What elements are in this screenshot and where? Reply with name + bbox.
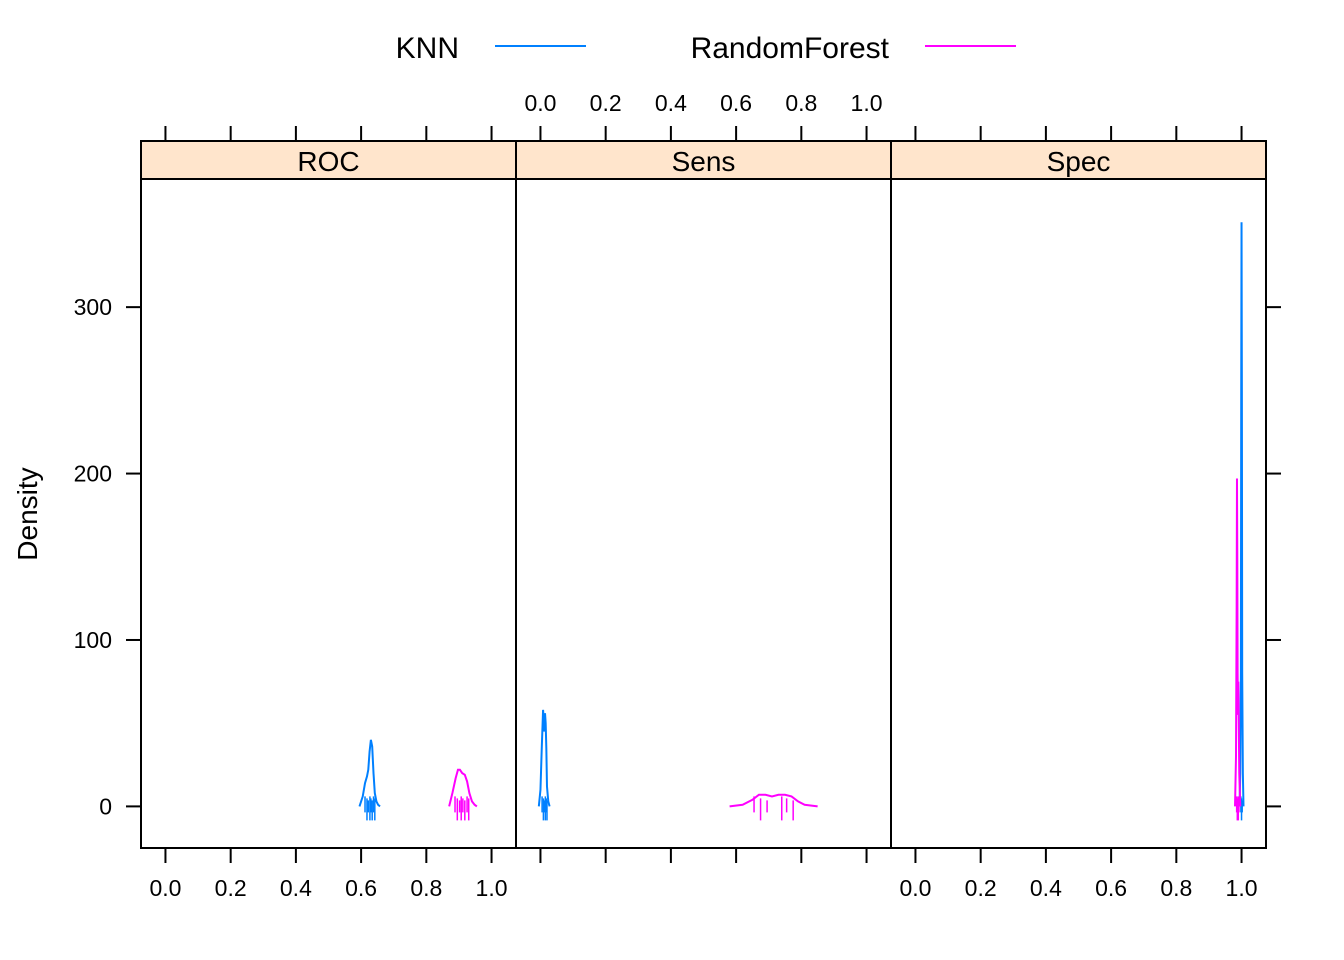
y-tick-label-0: 0 <box>99 793 112 819</box>
y-tick-label-1: 100 <box>74 627 112 653</box>
y-tick-label-3: 300 <box>74 294 112 320</box>
x-tick-label-top-1: 0.2 <box>590 90 622 116</box>
legend: KNN RandomForest <box>396 32 1016 65</box>
panel-box-sens <box>515 178 892 849</box>
strip-spec <box>890 140 1267 180</box>
density-line-sens-knn <box>537 709 551 807</box>
panel-box-spec <box>890 178 1267 849</box>
panel-sens: Sens 0.0 0.2 0.4 0.6 0.8 1.0 <box>515 90 892 863</box>
panel-spec: Spec 0.0 0.2 0.4 0.6 0.8 1.0 <box>890 126 1267 901</box>
density-line-roc-knn <box>358 739 381 808</box>
density-line-sens-randomforest <box>729 793 818 808</box>
strip-label-roc: ROC <box>297 146 359 177</box>
x-tick-label-spec-5: 1.0 <box>1226 875 1258 901</box>
x-tick-label-spec-0: 0.0 <box>899 875 931 901</box>
panel-box-roc <box>140 178 517 849</box>
strip-label-spec: Spec <box>1047 146 1111 177</box>
x-tick-label-roc-0: 0.0 <box>149 875 181 901</box>
strip-sens <box>515 140 892 180</box>
x-tick-label-top-2: 0.4 <box>655 90 687 116</box>
x-tick-label-top-3: 0.6 <box>720 90 752 116</box>
panels: ROC 0.0 0.2 0.4 0.6 0.8 1.0 Sens 0.0 0.2 0.4 0.6 0.8… <box>74 90 1281 901</box>
density-line-spec-randomforest <box>1234 478 1242 807</box>
legend-label-randomforest: RandomForest <box>691 32 890 65</box>
legend-label-knn: KNN <box>396 32 459 65</box>
x-tick-label-spec-1: 0.2 <box>965 875 997 901</box>
x-tick-label-spec-2: 0.4 <box>1030 875 1062 901</box>
x-tick-label-roc-5: 1.0 <box>476 875 508 901</box>
panel-roc: ROC 0.0 0.2 0.4 0.6 0.8 1.0 <box>140 126 517 901</box>
x-tick-label-spec-4: 0.8 <box>1160 875 1192 901</box>
x-tick-label-roc-3: 0.6 <box>345 875 377 901</box>
x-tick-label-top-5: 1.0 <box>851 90 883 116</box>
x-tick-label-spec-3: 0.6 <box>1095 875 1127 901</box>
x-tick-label-roc-1: 0.2 <box>215 875 247 901</box>
density-line-spec-knn <box>1238 222 1245 807</box>
x-tick-label-top-4: 0.8 <box>785 90 817 116</box>
y-tick-label-2: 200 <box>74 461 112 487</box>
strip-label-sens: Sens <box>672 146 736 177</box>
density-line-roc-randomforest <box>448 768 478 808</box>
x-tick-label-roc-2: 0.4 <box>280 875 312 901</box>
y-axis-title: Density <box>12 467 43 560</box>
x-tick-label-roc-4: 0.8 <box>410 875 442 901</box>
x-tick-label-top-0: 0.0 <box>524 90 556 116</box>
